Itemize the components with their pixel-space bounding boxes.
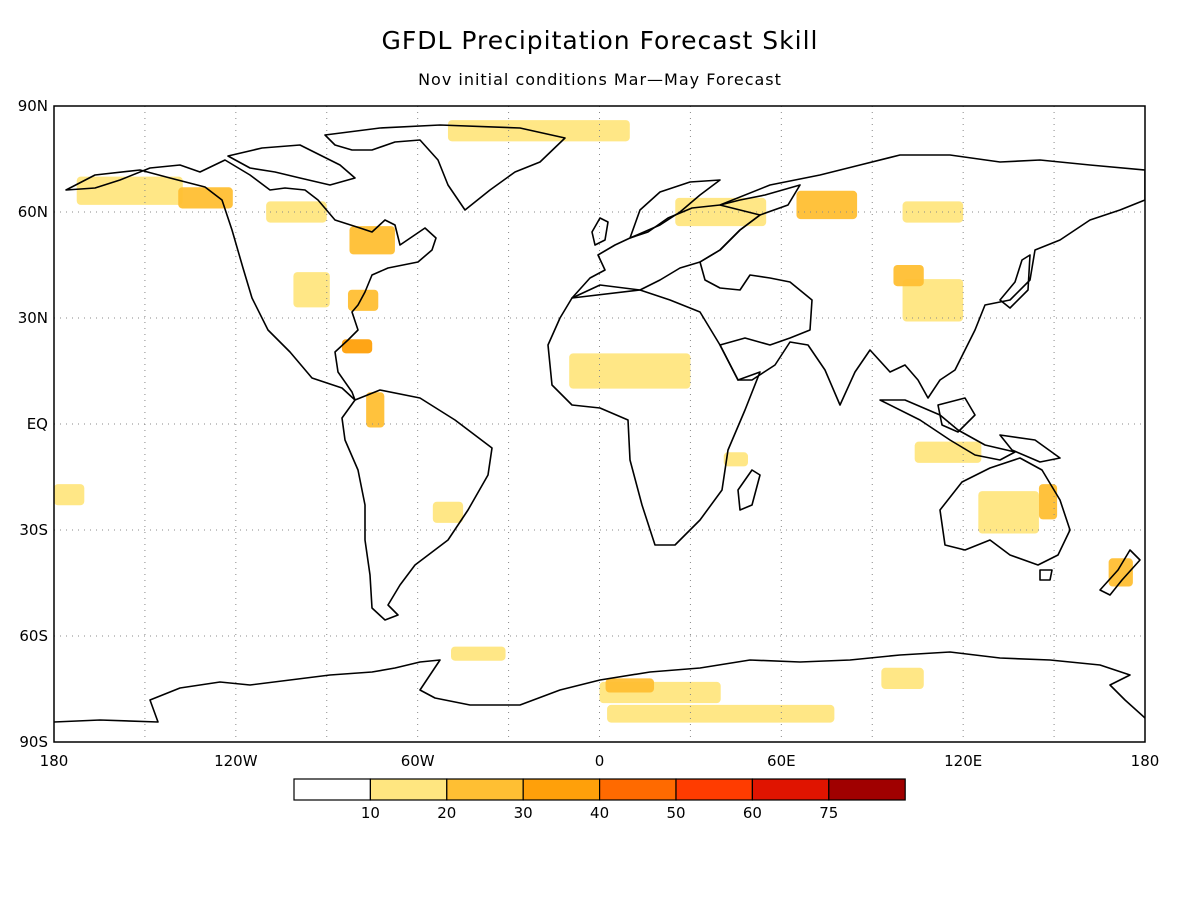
coast-new-guinea	[999, 434, 1061, 463]
coast-africa	[547, 284, 761, 546]
colorbar-swatch-2	[446, 778, 524, 801]
coast-tasmania	[1039, 569, 1053, 581]
colorbar-swatch-1	[369, 778, 448, 801]
lat-label: 60S	[19, 627, 48, 645]
lon-labels: 180 120W 60W 0 60E 120E 180	[40, 752, 1160, 770]
lat-label: 90N	[18, 97, 48, 115]
lat-label: 90S	[19, 733, 48, 751]
skill-region-11	[54, 484, 85, 506]
skill-region-9	[432, 501, 464, 523]
skill-region-26	[881, 667, 924, 689]
coast-antarctica	[54, 651, 1145, 723]
colorbar-swatch-4	[598, 778, 677, 801]
coast-borneo	[937, 397, 976, 433]
coast-japan	[999, 254, 1031, 309]
skill-region-21	[1038, 484, 1058, 520]
lon-label: 0	[595, 752, 605, 770]
lat-label: 60N	[18, 203, 48, 221]
colorbar-tick-label: 20	[437, 804, 456, 822]
colorbar-swatch-5	[675, 778, 754, 801]
page-subtitle: Nov initial conditions Mar—May Forecast	[418, 70, 782, 89]
colorbar-tick-label: 30	[514, 804, 533, 822]
skill-region-22	[1108, 558, 1133, 587]
coast-scandinavia	[629, 179, 721, 239]
page-title: GFDL Precipitation Forecast Skill	[381, 26, 819, 55]
coast-asia	[699, 154, 1145, 406]
skill-region-18	[723, 452, 748, 467]
lat-label: 30N	[18, 309, 48, 327]
colorbar-tick-label: 40	[590, 804, 609, 822]
lat-label: EQ	[27, 415, 48, 433]
skill-region-25	[607, 704, 835, 723]
colorbar-tick-label: 50	[666, 804, 685, 822]
skill-layer	[54, 120, 1133, 723]
lon-label: 60W	[401, 752, 435, 770]
coast-europe	[571, 184, 801, 299]
colorbar-swatch-7	[828, 778, 906, 801]
skill-region-15	[902, 279, 964, 322]
coast-south-america	[341, 389, 493, 621]
skill-region-4	[349, 226, 395, 255]
coast-arctic-islands	[227, 144, 356, 186]
coastlines	[54, 124, 1145, 723]
lat-label: 30S	[19, 521, 48, 539]
skill-region-0	[447, 120, 630, 142]
skill-region-16	[893, 265, 924, 287]
skill-region-19	[914, 441, 982, 463]
lon-label: 120W	[214, 752, 258, 770]
colorbar-tick-label: 75	[819, 804, 838, 822]
skill-region-10	[451, 646, 506, 661]
lon-label: 60E	[767, 752, 796, 770]
skill-region-5	[293, 272, 330, 308]
coast-madagascar	[737, 469, 761, 511]
lat-labels: 90N 60N 30N EQ 30S 60S 90S	[18, 97, 48, 751]
colorbar-swatch-3	[522, 778, 601, 801]
lon-label: 120E	[944, 752, 982, 770]
skill-region-13	[796, 190, 858, 220]
plot-frame	[53, 105, 1146, 743]
colorbar-tick-label: 60	[743, 804, 762, 822]
skill-region-3	[266, 201, 327, 223]
coast-new-zealand	[1099, 549, 1141, 596]
lon-label: 180	[1131, 752, 1160, 770]
skill-region-2	[178, 187, 233, 209]
colorbar: 10 20 30 40 50 60 75	[293, 778, 906, 822]
coast-north-america	[65, 159, 437, 401]
skill-region-6	[347, 289, 379, 311]
colorbar-swatch-6	[751, 778, 830, 801]
skill-region-1	[76, 176, 183, 205]
skill-region-20	[978, 491, 1039, 534]
colorbar-swatch-0	[293, 778, 372, 801]
lon-label: 180	[40, 752, 69, 770]
skill-region-17	[569, 353, 691, 389]
colorbar-tick-label: 10	[361, 804, 380, 822]
grid-lines	[54, 106, 1145, 742]
skill-region-14	[902, 201, 964, 223]
skill-region-24	[605, 678, 655, 693]
skill-region-7	[341, 339, 373, 354]
skill-region-8	[366, 392, 385, 428]
coast-greenland	[324, 124, 566, 211]
coast-britain	[591, 217, 609, 246]
coast-australia	[939, 457, 1071, 566]
